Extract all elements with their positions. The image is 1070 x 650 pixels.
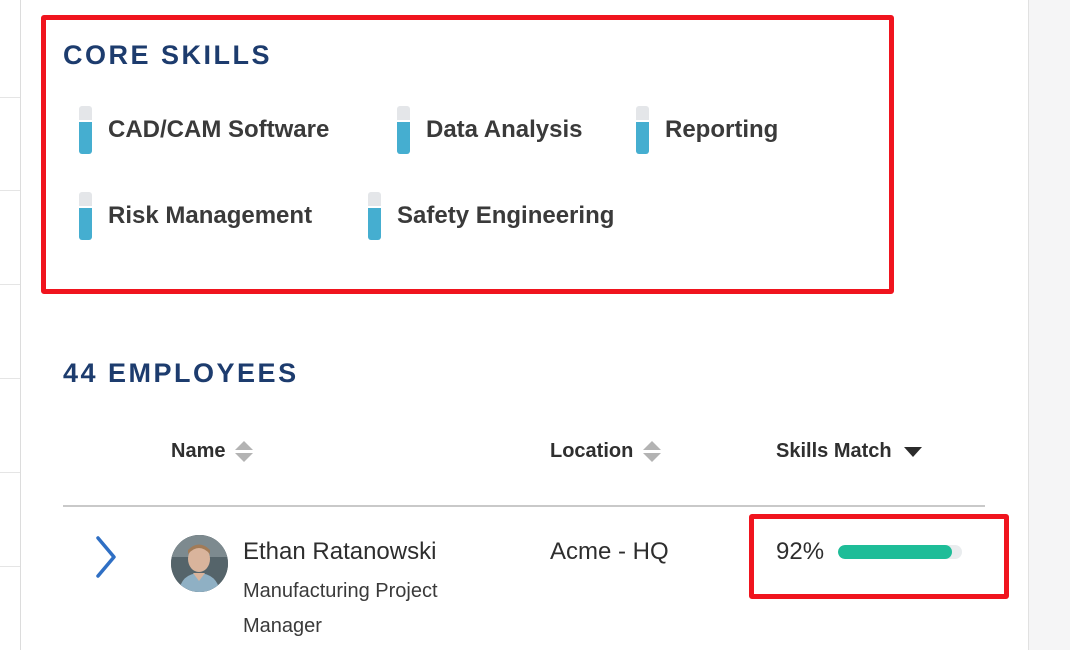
column-header-name[interactable]: Name [171, 440, 254, 463]
chevron-right-icon[interactable] [88, 534, 122, 580]
left-rail [0, 0, 21, 650]
skill-label: CAD/CAM Software [108, 116, 330, 143]
rail-divider [0, 378, 20, 379]
skill-level-icon [368, 192, 381, 240]
rail-divider [0, 97, 20, 98]
rail-divider [0, 284, 20, 285]
skill-level-icon [397, 106, 410, 154]
skills-match-percent: 92% [776, 538, 825, 565]
sort-desc-icon[interactable] [903, 446, 922, 457]
scroll-gutter [1028, 0, 1070, 650]
skills-match-fill [838, 545, 953, 559]
skill-label: Safety Engineering [397, 202, 615, 229]
employee-location: Acme - HQ [550, 538, 669, 565]
column-header-location[interactable]: Location [550, 440, 662, 463]
skill-label: Reporting [665, 116, 779, 143]
core-skills-highlight [41, 15, 894, 294]
rail-divider [0, 190, 20, 191]
skill-item: CAD/CAM Software [79, 105, 329, 155]
sort-icon[interactable] [643, 441, 662, 462]
rail-divider [0, 472, 20, 473]
skill-level-icon [79, 192, 92, 240]
skill-item: Risk Management [79, 191, 312, 241]
employee-title: Manufacturing Project Manager [243, 580, 438, 637]
column-header-label: Location [550, 440, 634, 462]
core-skills-title: CORE SKILLS [63, 40, 273, 70]
skills-match-highlight [749, 514, 1009, 599]
skill-label: Data Analysis [426, 116, 583, 143]
skills-match-bar [838, 545, 963, 559]
employee-name[interactable]: Ethan Ratanowski [243, 538, 437, 565]
skill-item: Reporting [636, 105, 778, 155]
avatar [171, 535, 228, 592]
rail-divider [0, 566, 20, 567]
skill-item: Data Analysis [397, 105, 583, 155]
skill-level-icon [79, 106, 92, 154]
sort-icon[interactable] [235, 441, 254, 462]
column-header-label: Name [171, 440, 226, 462]
skill-label: Risk Management [108, 202, 313, 229]
table-divider [63, 505, 985, 507]
skill-item: Safety Engineering [368, 191, 614, 241]
employees-title: 44 EMPLOYEES [63, 358, 299, 388]
skills-match: 92% [776, 538, 963, 566]
column-header-skills-match[interactable]: Skills Match [776, 440, 922, 463]
skill-level-icon [636, 106, 649, 154]
column-header-label: Skills Match [776, 440, 892, 462]
